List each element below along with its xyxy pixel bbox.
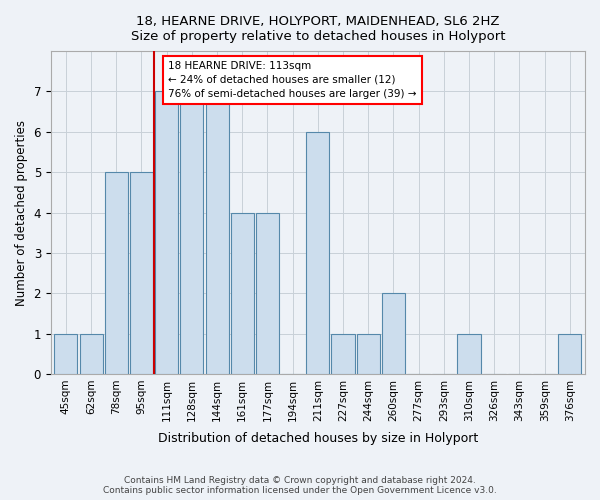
Bar (181, 92, 203, 374)
Bar (105, 172, 128, 374)
Bar (256, 212, 279, 374)
Bar (457, 334, 481, 374)
Bar (130, 172, 153, 374)
Text: 18 HEARNE DRIVE: 113sqm
← 24% of detached houses are smaller (12)
76% of semi-de: 18 HEARNE DRIVE: 113sqm ← 24% of detache… (169, 61, 417, 99)
X-axis label: Distribution of detached houses by size in Holyport: Distribution of detached houses by size … (158, 432, 478, 445)
Bar (55, 334, 77, 374)
Bar (331, 334, 355, 374)
Bar (206, 92, 229, 374)
Bar (306, 132, 329, 374)
Text: Contains HM Land Registry data © Crown copyright and database right 2024.
Contai: Contains HM Land Registry data © Crown c… (103, 476, 497, 495)
Bar (230, 212, 254, 374)
Title: 18, HEARNE DRIVE, HOLYPORT, MAIDENHEAD, SL6 2HZ
Size of property relative to det: 18, HEARNE DRIVE, HOLYPORT, MAIDENHEAD, … (131, 15, 505, 43)
Bar (382, 293, 405, 374)
Y-axis label: Number of detached properties: Number of detached properties (15, 120, 28, 306)
Bar (155, 92, 178, 374)
Bar (356, 334, 380, 374)
Bar (80, 334, 103, 374)
Bar (558, 334, 581, 374)
